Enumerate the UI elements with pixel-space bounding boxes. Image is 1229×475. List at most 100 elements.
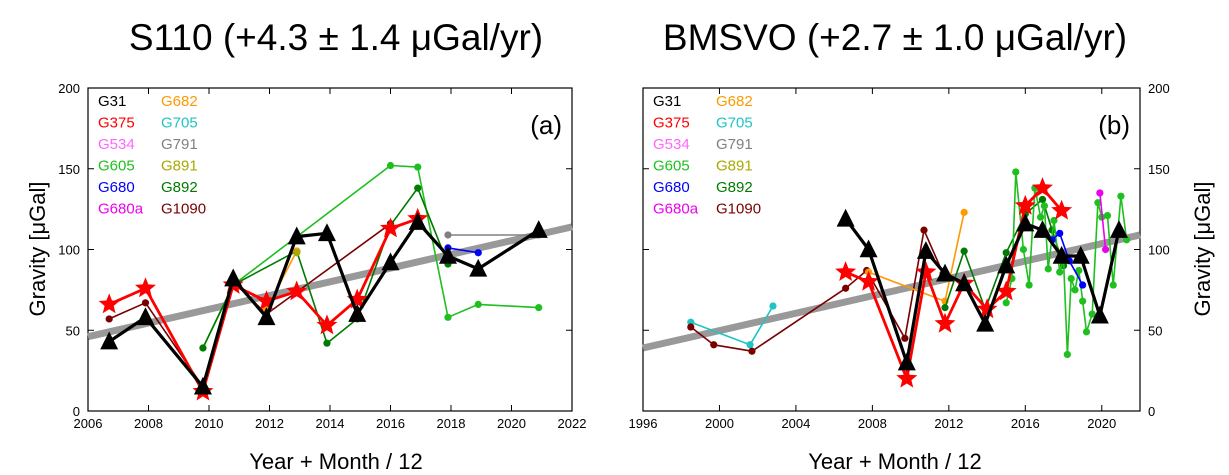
data-point-triangle — [997, 255, 1016, 274]
legend-entry-g705: G705 — [716, 115, 753, 132]
data-point-triangle — [836, 208, 855, 227]
data-point-triangle — [224, 268, 243, 287]
data-point — [748, 347, 756, 355]
series-line-g892 — [944, 198, 1065, 311]
legend-entry-g605: G605 — [653, 158, 690, 175]
data-point — [1096, 189, 1104, 197]
data-point — [1038, 195, 1047, 204]
data-point — [1094, 199, 1102, 207]
legend-a: G31 G375 G534 G605 G680 G680a G682 G705 G791 G891… — [98, 93, 206, 218]
data-point-triangle — [287, 226, 306, 245]
x-tick-label: 2010 — [195, 416, 224, 431]
x-axis-label-b: Year + Month / 12 — [808, 449, 981, 474]
data-point-star — [1032, 177, 1053, 197]
data-point-triangle — [257, 307, 276, 326]
axes-a: 2006 2008 2010 2012 2014 2016 2018 2020 2022 0 50 1… — [58, 81, 586, 431]
data-point-triangle — [193, 376, 212, 395]
data-point-star — [1051, 199, 1073, 220]
data-point-triangle — [1052, 245, 1071, 264]
legend-entry-g680a: G680a — [98, 201, 144, 218]
data-point-triangle — [529, 220, 548, 238]
data-point-star — [835, 261, 857, 281]
legend-entry-g892: G892 — [716, 179, 753, 196]
x-axis-label-a: Year + Month / 12 — [249, 449, 422, 474]
data-point — [1012, 168, 1020, 176]
series-g682 — [864, 208, 968, 305]
legend-entry-g31: G31 — [98, 93, 126, 110]
data-point — [901, 334, 909, 342]
data-point — [1002, 299, 1010, 307]
data-point — [414, 163, 422, 171]
y-tick-label: 100 — [58, 243, 80, 258]
data-point — [386, 161, 395, 170]
legend-entry-g791: G791 — [716, 136, 753, 153]
legend-entry-g892: G892 — [161, 179, 198, 196]
data-point — [769, 302, 777, 310]
data-point-triangle — [1033, 220, 1052, 238]
panel-label-b: (b) — [1098, 110, 1130, 140]
y-tick-label: 0 — [73, 404, 80, 419]
series-g31 — [100, 212, 548, 395]
data-point — [941, 304, 949, 312]
legend-b: G31 G375 G534 G605 G680 G680a G682 G705 G791 G891… — [653, 93, 761, 218]
data-point-triangle — [1090, 305, 1109, 324]
data-point — [444, 231, 452, 239]
data-point — [1123, 236, 1131, 244]
data-point — [920, 226, 928, 234]
data-point — [1101, 245, 1110, 254]
data-point — [746, 341, 754, 349]
y-tick-label: 0 — [1148, 404, 1155, 419]
x-tick-label: 2018 — [437, 416, 466, 431]
data-point-triangle — [1016, 213, 1035, 232]
data-point — [141, 299, 150, 307]
data-point — [1071, 286, 1079, 294]
data-point — [1025, 281, 1033, 289]
legend-entry-g682: G682 — [161, 93, 198, 110]
x-tick-label: 2012 — [255, 416, 284, 431]
data-series-a — [98, 161, 548, 401]
chart-title-b: BMSVO (+2.7 ± 1.0 μGal/yr) — [663, 17, 1127, 58]
y-tick-label: 200 — [1148, 81, 1170, 96]
x-tick-label: 2006 — [74, 416, 103, 431]
data-point — [293, 249, 301, 257]
data-point — [1002, 249, 1010, 257]
data-point-star — [934, 312, 956, 333]
legend-entry-g791: G791 — [161, 136, 198, 153]
chart-title-a: S110 (+4.3 ± 1.4 μGal/yr) — [129, 17, 543, 58]
data-point — [1044, 265, 1052, 273]
legend-entry-g534: G534 — [653, 136, 690, 153]
data-point-star — [256, 290, 277, 311]
data-point-triangle — [469, 258, 488, 277]
data-point-triangle — [916, 241, 935, 259]
data-point — [1079, 281, 1087, 289]
series-line-g605 — [202, 164, 539, 349]
y-axis-label-a: Gravity [μGal] — [25, 182, 50, 317]
data-point-star — [316, 314, 338, 335]
data-point-triangle — [381, 252, 400, 271]
data-point-triangle — [859, 239, 878, 258]
x-tick-label: 1996 — [629, 416, 658, 431]
x-tick-label: 2008 — [858, 416, 887, 431]
legend-entry-g705: G705 — [161, 115, 198, 132]
data-point — [414, 184, 422, 192]
legend-entry-g1090: G1090 — [716, 201, 761, 218]
x-tick-label: 2014 — [316, 416, 345, 431]
data-point — [710, 341, 718, 349]
legend-entry-g534: G534 — [98, 136, 135, 153]
data-point-star — [346, 288, 368, 309]
y-tick-label: 100 — [1148, 243, 1170, 258]
data-point — [1103, 211, 1112, 220]
data-point — [199, 344, 207, 352]
y-axis-label-b: Gravity [μGal] — [1190, 182, 1215, 317]
data-point-star — [380, 217, 401, 238]
data-point-triangle — [897, 352, 916, 371]
data-point-star — [915, 261, 937, 281]
series-g891 — [293, 249, 301, 257]
trend-line-a — [87, 223, 573, 341]
data-point-triangle — [976, 313, 995, 332]
x-tick-label: 2020 — [1087, 416, 1116, 431]
data-point — [1117, 192, 1125, 200]
data-point — [1037, 213, 1045, 221]
data-point — [842, 284, 850, 292]
data-point — [1109, 281, 1117, 289]
